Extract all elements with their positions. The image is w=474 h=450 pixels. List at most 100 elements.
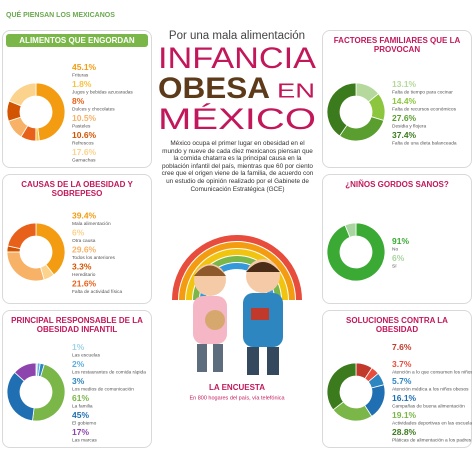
illustration bbox=[172, 235, 302, 301]
category-label: Hereditario bbox=[72, 272, 96, 278]
value-label: 5.7% bbox=[392, 376, 412, 386]
value-label: 8% bbox=[72, 96, 85, 106]
category-label: Falta de recursos económicos bbox=[392, 106, 457, 112]
category-label: Atención médica a los niños obesos bbox=[392, 386, 469, 392]
panel-frame bbox=[2, 174, 152, 304]
value-label: 45% bbox=[72, 410, 89, 420]
panel-frame bbox=[2, 30, 152, 168]
donut-segment bbox=[7, 222, 37, 250]
category-label: Desidia y flojera bbox=[392, 123, 426, 129]
category-label: Campañas de buena alimentación bbox=[392, 403, 465, 409]
value-label: 2% bbox=[72, 359, 85, 369]
panel-frame bbox=[322, 310, 472, 448]
category-label: Atención a lo que consumen los niños bbox=[392, 369, 472, 375]
title-line2: OBESA bbox=[158, 72, 270, 105]
value-label: 28.8% bbox=[392, 427, 417, 437]
section-label: QUÉ PIENSAN LOS MEXICANOS bbox=[6, 12, 115, 19]
value-label: 10.6% bbox=[72, 130, 97, 140]
category-label: Refrescos bbox=[72, 140, 94, 146]
value-label: 37.4% bbox=[392, 130, 417, 140]
donut-segment bbox=[326, 82, 357, 137]
value-label: 17.6% bbox=[72, 147, 97, 157]
donut-segment bbox=[35, 82, 66, 142]
category-label: Los restaurantes de comida rápida bbox=[72, 369, 146, 375]
kicker: Por una mala alimentación bbox=[169, 30, 305, 42]
panel-title: ¿NIÑOS GORDOS SANOS? bbox=[345, 180, 449, 189]
category-label: Dulces y chocolates bbox=[72, 106, 115, 112]
donut-chart: 7.6% 3.7%Atención a lo que consumen los n… bbox=[326, 342, 472, 443]
value-label: 1% bbox=[72, 342, 85, 352]
donut-segment bbox=[35, 222, 66, 276]
value-label: 27.6% bbox=[392, 113, 417, 123]
panel-frame bbox=[2, 310, 152, 448]
value-label: 13.1% bbox=[392, 79, 417, 89]
value-label: 14.4% bbox=[392, 96, 417, 106]
panel-title: PRINCIPAL RESPONSABLE DE LA OBESIDAD INF… bbox=[11, 316, 143, 334]
panel-title: FACTORES FAMILIARES QUE LA PROVOCAN bbox=[333, 36, 461, 54]
category-label: Otra causa bbox=[72, 238, 96, 244]
value-label: 61% bbox=[72, 393, 89, 403]
category-label: No bbox=[392, 246, 398, 252]
value-label: 19.1% bbox=[392, 410, 417, 420]
center-column: Por una mala alimentación INFANCIA OBESA… bbox=[158, 30, 316, 401]
category-label: La familia bbox=[72, 403, 93, 409]
value-label: 16.1% bbox=[392, 393, 417, 403]
title-line1: INFANCIA bbox=[158, 42, 316, 75]
value-label: 6% bbox=[72, 227, 85, 237]
category-label: Falta de actividad física bbox=[72, 289, 122, 295]
category-label: El gobierno bbox=[72, 420, 97, 426]
survey-text: En 800 hogares del país, vía telefónica bbox=[189, 395, 285, 401]
intro-text: México ocupa el primer lugar en obesidad… bbox=[161, 140, 314, 193]
category-label: Mala alimentación bbox=[72, 221, 111, 227]
donut-segment bbox=[326, 222, 386, 282]
donut-chart: 91%No6%Sí bbox=[326, 222, 409, 282]
category-label: Las escuelas bbox=[72, 352, 101, 358]
value-label: 45.1% bbox=[72, 62, 97, 72]
category-label: Las marcas bbox=[72, 437, 97, 443]
category-label: Todos los anteriores bbox=[72, 255, 116, 261]
panel-title: ALIMENTOS QUE ENGORDAN bbox=[6, 34, 148, 47]
donut-segment bbox=[339, 116, 385, 142]
value-label: 29.6% bbox=[72, 244, 97, 254]
value-label: 10.5% bbox=[72, 113, 97, 123]
panel-title: CAUSAS DE LA OBESIDAD Y SOBREPESO bbox=[21, 180, 133, 198]
panel-frame bbox=[322, 174, 472, 304]
survey-title: LA ENCUESTA bbox=[209, 383, 265, 392]
donut-segment bbox=[6, 251, 45, 282]
category-label: Actividades deportivas en las escuelas bbox=[392, 420, 472, 426]
value-label: 3.7% bbox=[392, 359, 412, 369]
value-label: 6% bbox=[392, 253, 405, 263]
donut-chart: 13.1%Falta de tiempo para cocinar14.4%Fa… bbox=[326, 79, 457, 146]
category-label: Frituras bbox=[72, 72, 89, 78]
category-label: Sí bbox=[392, 263, 397, 269]
category-label: Pláticas de alimentación a los padres bbox=[392, 437, 472, 443]
donut-segment bbox=[326, 362, 357, 411]
title-line3: MÉXICO bbox=[158, 103, 316, 136]
panel-frame bbox=[322, 30, 472, 168]
category-label: Falta de una dieta balanceada bbox=[392, 140, 457, 146]
category-label: Garnachas bbox=[72, 157, 96, 163]
donut-segment bbox=[6, 371, 35, 422]
value-label: 39.4% bbox=[72, 210, 97, 220]
value-label: 17% bbox=[72, 427, 89, 437]
value-label: 3% bbox=[72, 376, 85, 386]
value-label: 91% bbox=[392, 236, 409, 246]
value-label: 1.8% bbox=[72, 79, 92, 89]
donut-segment bbox=[8, 82, 37, 107]
value-label: 3.3% bbox=[72, 261, 92, 271]
category-label: Falta de tiempo para cocinar bbox=[392, 89, 453, 95]
category-label: Pasteles bbox=[72, 123, 91, 129]
value-label: 7.6% bbox=[392, 342, 412, 352]
category-label: Jugos y bebidas azucaradas bbox=[72, 89, 133, 95]
donut-segment bbox=[344, 222, 357, 238]
donut-segment bbox=[14, 362, 37, 382]
panel-title: SOLUCIONES CONTRA LA OBESIDAD bbox=[346, 316, 448, 334]
kids bbox=[193, 259, 283, 375]
title-line2b: EN bbox=[277, 80, 315, 102]
category-label: Los medios de comunicación bbox=[72, 386, 134, 392]
value-label: 21.6% bbox=[72, 278, 97, 288]
donut-segment bbox=[32, 363, 66, 422]
